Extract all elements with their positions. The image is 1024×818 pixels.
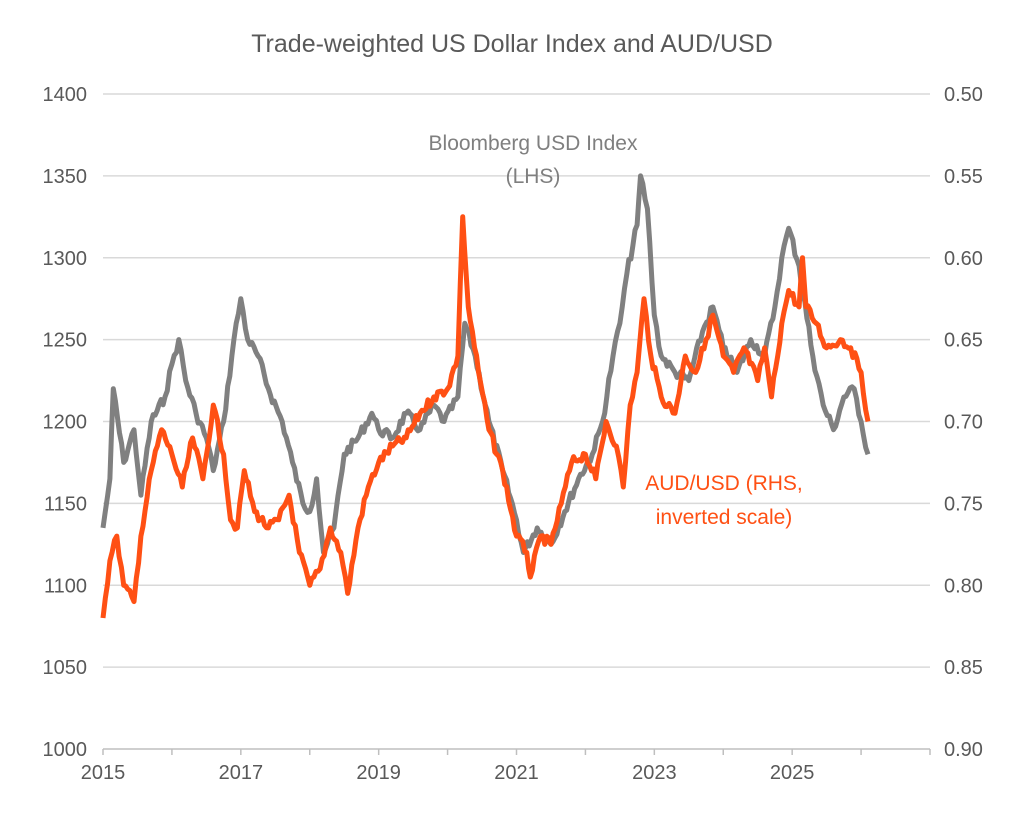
left-tick-label: 1250 — [43, 330, 88, 352]
left-tick-label: 1300 — [43, 248, 88, 270]
x-tick-label: 2019 — [356, 762, 401, 784]
audusd-line — [100, 214, 871, 619]
left-tick-label: 1150 — [44, 493, 87, 515]
right-tick-label: 0.80 — [944, 575, 983, 597]
left-tick-label: 1350 — [43, 166, 88, 188]
gridlines — [103, 93, 930, 750]
aud-series-label-line2: inverted scale) — [656, 506, 793, 529]
left-tick-label: 1050 — [43, 657, 88, 679]
right-tick-label: 0.60 — [944, 248, 983, 270]
right-tick-label: 0.50 — [944, 84, 983, 106]
x-tick-label: 2025 — [770, 762, 815, 784]
x-tick-label: 2017 — [219, 762, 264, 784]
left-tick-label: 1200 — [43, 412, 88, 434]
right-tick-label: 0.55 — [944, 166, 983, 188]
left-axis-ticks: 1000 1050 1100 1150 1200 1250 1300 1350 1400 — [43, 84, 88, 761]
chart-title: Trade-weighted US Dollar Index and AUD/U… — [251, 30, 773, 58]
left-tick-label: 1000 — [43, 739, 88, 761]
right-tick-label: 0.75 — [944, 493, 983, 515]
x-tick-label: 2015 — [81, 762, 126, 784]
right-axis-ticks: 0.90 0.85 0.80 0.75 0.70 0.65 0.60 0.55 0.50 — [944, 84, 983, 761]
right-tick-label: 0.70 — [944, 412, 983, 434]
left-tick-label: 1100 — [44, 575, 87, 597]
usd-series-label-line1: Bloomberg USD Index — [429, 132, 638, 155]
x-tick-label: 2023 — [632, 762, 677, 784]
series-lines — [100, 173, 871, 619]
right-tick-label: 0.90 — [944, 739, 983, 761]
usd-series-label-line2: (LHS) — [506, 165, 561, 188]
x-tick-label: 2021 — [494, 762, 539, 784]
left-tick-label: 1400 — [43, 84, 88, 106]
right-tick-label: 0.85 — [944, 657, 983, 679]
right-tick-label: 0.65 — [944, 330, 983, 352]
x-axis-ticks: 2015 2017 2019 2021 2023 2025 — [81, 749, 931, 784]
aud-series-label-line1: AUD/USD (RHS, — [645, 472, 803, 495]
